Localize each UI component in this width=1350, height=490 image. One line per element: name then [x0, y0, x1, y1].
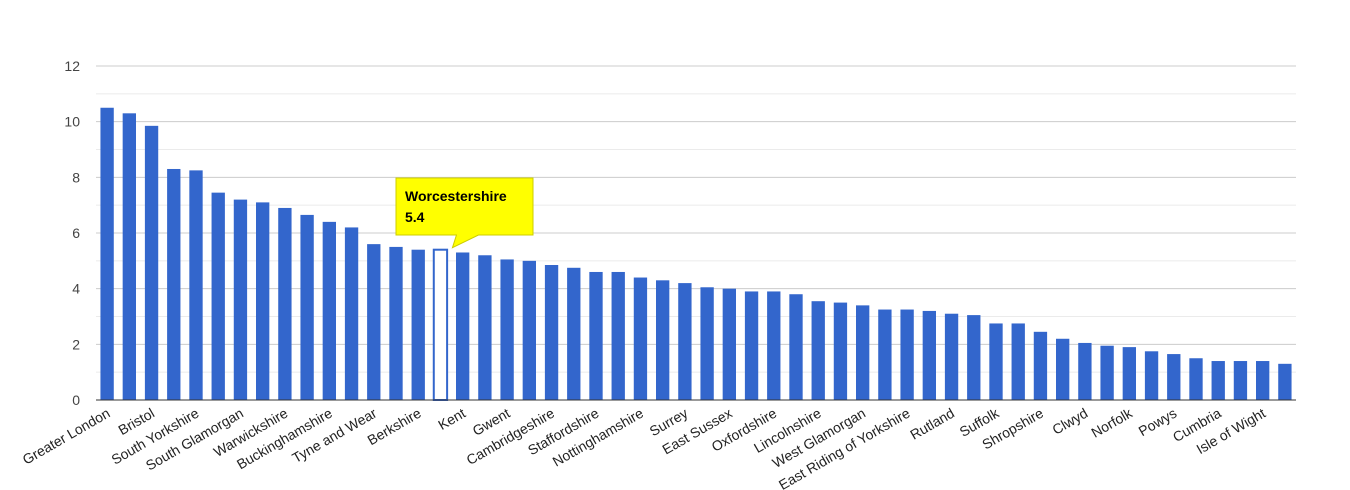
bars [100, 107, 1292, 401]
bar[interactable] [944, 313, 959, 400]
bar[interactable] [1078, 342, 1092, 400]
bar[interactable] [122, 113, 136, 401]
y-tick-label: 10 [64, 114, 80, 130]
bar[interactable] [989, 323, 1003, 400]
bar[interactable] [278, 207, 292, 400]
y-axis-ticks: 0 2 4 6 8 10 12 [64, 58, 80, 408]
bar[interactable] [1189, 358, 1203, 400]
bar[interactable] [1122, 347, 1136, 400]
bar[interactable] [144, 125, 159, 400]
bar[interactable] [211, 192, 225, 400]
y-tick-label: 4 [72, 281, 80, 297]
y-tick-label: 12 [64, 58, 80, 74]
bar[interactable] [544, 265, 559, 400]
bar[interactable] [1056, 338, 1070, 400]
bar[interactable] [1278, 363, 1292, 400]
bar[interactable] [678, 283, 692, 400]
bar[interactable] [322, 221, 336, 400]
bar[interactable] [500, 259, 514, 400]
bar-highlighted[interactable] [432, 248, 449, 401]
bar[interactable] [722, 288, 736, 400]
bar[interactable] [589, 271, 603, 400]
bar[interactable] [878, 309, 892, 400]
bar[interactable] [389, 246, 403, 400]
bar[interactable] [967, 315, 981, 400]
x-tick-label: Rutland [907, 405, 957, 443]
bar[interactable] [1011, 323, 1025, 400]
bar[interactable] [189, 170, 203, 400]
y-tick-label: 2 [72, 336, 80, 352]
bar[interactable] [1167, 354, 1181, 400]
bar[interactable] [856, 305, 870, 400]
bar[interactable] [900, 309, 914, 400]
bar[interactable] [922, 310, 936, 400]
bar[interactable] [833, 302, 848, 400]
bar[interactable] [611, 271, 625, 400]
y-tick-label: 0 [72, 392, 80, 408]
bar[interactable] [1256, 361, 1270, 400]
bar[interactable] [1100, 345, 1114, 400]
bar[interactable] [1144, 351, 1159, 400]
bar[interactable] [233, 199, 248, 400]
bar[interactable] [167, 168, 181, 400]
gridlines [96, 65, 1296, 401]
bar[interactable] [100, 107, 114, 400]
bar[interactable] [367, 244, 381, 400]
bar[interactable] [1033, 331, 1048, 400]
x-tick-label: Norfolk [1088, 404, 1135, 441]
bar[interactable] [478, 255, 492, 400]
x-tick-label: Kent [435, 405, 468, 433]
tooltip-box [395, 177, 534, 249]
x-tick-label: Greater London [20, 405, 113, 468]
bar[interactable] [456, 252, 470, 400]
x-tick-label: Clwyd [1049, 405, 1090, 438]
bar[interactable] [789, 294, 803, 400]
bar[interactable] [522, 260, 536, 400]
bar[interactable] [767, 291, 781, 400]
bar[interactable] [700, 287, 714, 400]
bar[interactable] [656, 280, 670, 400]
bar[interactable] [811, 301, 825, 400]
bar[interactable] [633, 277, 648, 400]
bar[interactable] [1233, 361, 1248, 400]
bar[interactable] [344, 227, 359, 400]
bar[interactable] [1211, 361, 1225, 400]
tooltip-name: Worcestershire [405, 188, 507, 204]
y-tick-label: 8 [72, 169, 80, 185]
tooltip: Worcestershire 5.4 [395, 177, 534, 249]
bar[interactable] [411, 249, 425, 400]
y-tick-label: 6 [72, 225, 80, 241]
bar[interactable] [256, 202, 270, 400]
bar[interactable] [300, 214, 314, 400]
bar[interactable] [567, 267, 581, 400]
tooltip-value: 5.4 [405, 209, 425, 225]
bar[interactable] [744, 291, 759, 400]
